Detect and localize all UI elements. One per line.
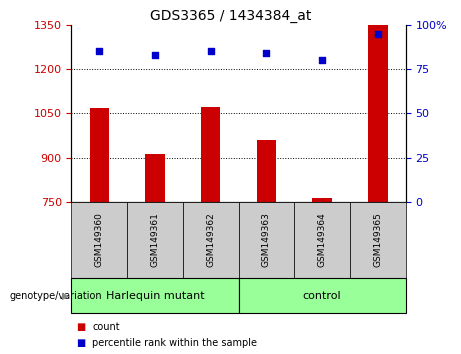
Text: ■: ■ [76, 322, 85, 332]
Bar [201, 107, 220, 202]
Bar [257, 140, 276, 202]
Text: GSM149360: GSM149360 [95, 212, 104, 267]
Text: GSM149364: GSM149364 [318, 212, 327, 267]
Text: ▶: ▶ [62, 291, 69, 301]
Point [151, 52, 159, 58]
Text: Harlequin mutant: Harlequin mutant [106, 291, 204, 301]
Text: GSM149361: GSM149361 [150, 212, 160, 267]
Text: GSM149365: GSM149365 [373, 212, 382, 267]
Bar [145, 154, 165, 202]
Point [207, 48, 214, 54]
Text: GSM149362: GSM149362 [206, 212, 215, 267]
Text: count: count [92, 322, 120, 332]
Text: control: control [303, 291, 342, 301]
Bar [89, 108, 109, 202]
Point [319, 57, 326, 63]
Bar [313, 198, 332, 202]
Text: GDS3365 / 1434384_at: GDS3365 / 1434384_at [150, 9, 311, 23]
Point [374, 31, 382, 36]
Point [95, 48, 103, 54]
Text: GSM149363: GSM149363 [262, 212, 271, 267]
Point [263, 50, 270, 56]
Bar [368, 25, 388, 202]
Text: percentile rank within the sample: percentile rank within the sample [92, 338, 257, 348]
Text: ■: ■ [76, 338, 85, 348]
Text: genotype/variation: genotype/variation [9, 291, 102, 301]
